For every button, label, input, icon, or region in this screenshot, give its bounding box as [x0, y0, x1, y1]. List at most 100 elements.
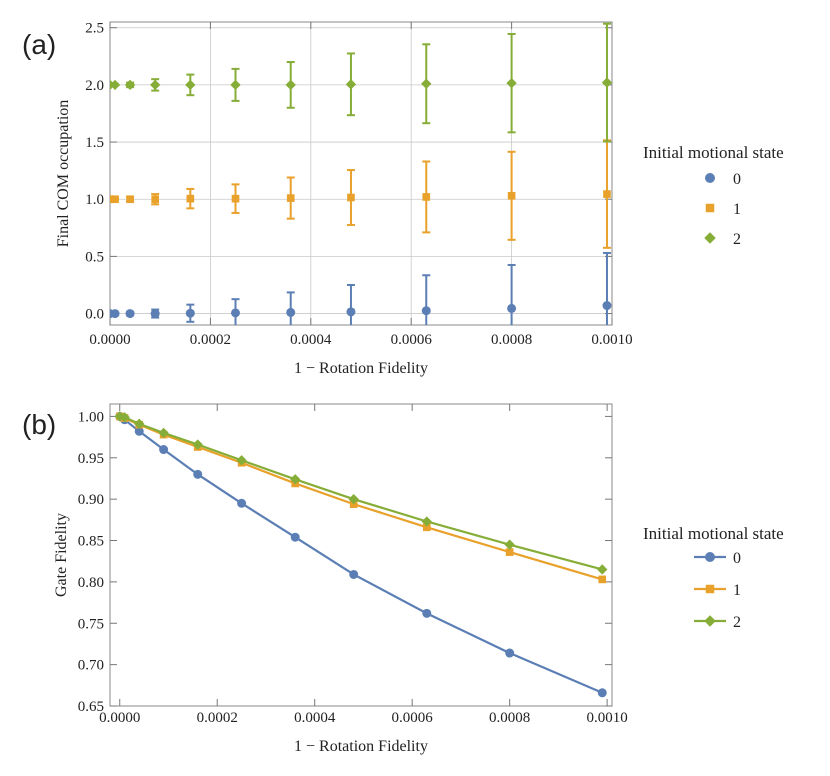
panel-a-legend-title: Initial motional state: [643, 143, 784, 162]
panel-a-legend-label-1: 1: [733, 201, 741, 218]
panel-a-series-2-point-7: [345, 79, 357, 90]
panel-b-series-0-line: [119, 415, 603, 694]
panel-b-xtick-label: 0.0006: [392, 710, 434, 726]
panel-a-series-0-point-1: [110, 309, 120, 319]
panel-a-xtick-label: 0.0006: [391, 332, 433, 348]
panel-a-series-1-point-3: [151, 195, 160, 204]
panel-b-series-1-point-10: [598, 575, 607, 584]
panel-a-ytick-label: 2.5: [85, 21, 104, 37]
panel-a-series-0-point-10: [602, 301, 612, 311]
panel-b-label: (b): [22, 409, 56, 440]
panel-a-series-0-point-9: [507, 303, 517, 313]
panel-a-ytick-label: 1.5: [85, 135, 104, 151]
panel-b-series-1-line: [119, 415, 603, 581]
panel-a-ytick-label: 0.0: [85, 307, 104, 323]
panel-a-series-2-point-10: [601, 77, 612, 88]
panel-b-series-2: [114, 411, 608, 575]
panel-b-legend-label-2: 2: [733, 614, 741, 631]
panel-a-series-0-point-4: [185, 308, 195, 318]
panel-b-xtick-label: 0.0000: [99, 710, 140, 726]
panel-a-series-1-point-5: [231, 194, 240, 203]
panel-b-series-0-point-2: [134, 426, 144, 436]
panel-b-ytick-label: 0.95: [78, 451, 104, 467]
panel-a-series-1-point-2: [126, 195, 134, 204]
panel-a-legend: Initial motional state 0 1 2: [643, 143, 784, 248]
panel-a-series-0-point-2: [125, 309, 135, 319]
panel-a-xtick-label: 0.0002: [190, 332, 231, 348]
panel-b-legend-label-0: 0: [733, 550, 741, 567]
panel-b-series-0: [115, 411, 607, 698]
panel-b-series-2-point-9: [504, 539, 515, 550]
panel-b-series-2-point-8: [421, 516, 432, 527]
panel-a-legend-marker-2: [704, 232, 716, 244]
panel-b-series-2-line: [119, 415, 603, 571]
panel-a-label: (a): [22, 29, 56, 60]
panel-a-legend-label-2: 2: [733, 231, 741, 248]
panel-b-series-0-point-3: [159, 445, 169, 455]
panel-b-chart: 0.0000 0.0002 0.0004 0.0006 0.0008 0.0010 0.65…: [53, 403, 784, 755]
panel-b-y-axis-title: Gate Fidelity: [53, 513, 70, 597]
panel-a-series-0: [110, 251, 612, 325]
panel-a-series-1-point-10: [603, 190, 611, 198]
panel-a-chart: 0.0000 0.0002 0.0004 0.0006 0.0008 0.0010 0.0 0…: [55, 21, 784, 377]
panel-b-legend-marker-2: [704, 615, 716, 627]
panel-a-series-0-point-7: [346, 307, 356, 317]
panel-b-series-0-point-7: [349, 569, 359, 579]
panel-a-series-2-point-3: [150, 79, 161, 91]
panel-a-series-2-point-8: [421, 78, 432, 89]
panel-a-series-1-point-7: [347, 193, 355, 202]
panel-b-series-2-point-6: [290, 474, 301, 485]
panel-a-series-1-point-4: [186, 194, 195, 203]
panel-b-ytick-label: 0.80: [78, 575, 104, 591]
panel-a-legend-marker-0: [705, 173, 715, 183]
panel-b-legend-marker-1: [705, 584, 715, 594]
panel-a-series-1-point-1: [111, 195, 119, 204]
panel-b-series-0-point-8: [422, 608, 432, 618]
panel-b-legend: Initial motional state 0 1 2: [643, 524, 784, 631]
panel-a-series-0-point-5: [231, 308, 240, 318]
panel-a-legend-label-0: 0: [733, 171, 741, 188]
panel-b-series-1-point-9: [505, 548, 514, 556]
panel-b-series-2-point-2: [134, 418, 145, 430]
panel-a-plot-area: [110, 22, 612, 325]
panel-b-legend-marker-0: [705, 552, 715, 562]
panel-a-series-2: [110, 22, 612, 143]
panel-a-xtick-label: 0.0000: [89, 332, 130, 348]
panel-b-series-1: [115, 412, 607, 584]
panel-b-series-2-point-0: [114, 411, 125, 422]
panel-a-series-2-point-2: [124, 79, 136, 91]
panel-b-xtick-label: 0.0008: [489, 710, 530, 726]
panel-b-series-2-point-10: [597, 564, 608, 575]
panel-b-series-2-point-4: [192, 439, 203, 450]
panel-a-series-1-point-8: [422, 193, 431, 201]
panel-b-series-2-point-5: [236, 455, 247, 466]
panel-a-xtick-label: 0.0010: [591, 332, 632, 348]
panel-a-series-0-point-6: [286, 307, 296, 317]
panel-a-ytick-label: 0.5: [85, 249, 104, 265]
panel-a-series-2-point-4: [185, 79, 196, 91]
panel-b-xtick-label: 0.0004: [294, 710, 336, 726]
panel-b-series-2-point-7: [348, 493, 359, 505]
panel-a-series-0-point-8: [421, 306, 431, 316]
panel-b-xtick-label: 0.0010: [587, 710, 628, 726]
panel-b-frame: [109, 403, 613, 707]
panel-b-series-1-point-8: [422, 523, 431, 532]
panel-b-legend-label-1: 1: [733, 582, 741, 599]
panel-b-series-0-point-5: [237, 498, 247, 508]
panel-a-series-1-point-9: [507, 191, 516, 200]
panel-a-xtick-label: 0.0008: [491, 332, 532, 348]
panel-a-series-1: [110, 139, 611, 249]
panel-a-series-2-point-1: [110, 79, 121, 91]
panel-b-ytick-label: 0.70: [78, 658, 104, 674]
panel-b-ytick-label: 0.90: [78, 492, 104, 508]
panel-b-series-0-point-4: [193, 469, 203, 479]
panel-a-y-axis-title: Final COM occupation: [55, 100, 72, 248]
panel-a-ytick-label: 1.0: [85, 192, 104, 208]
panel-b-series-0-point-10: [597, 688, 607, 698]
panel-b-ytick-label: 0.75: [78, 616, 104, 632]
panel-a-series-2-point-6: [285, 79, 296, 91]
panel-b-ytick-label: 0.65: [78, 699, 104, 715]
panel-b-xtick-label: 0.0002: [197, 710, 238, 726]
panel-a-frame: [109, 21, 613, 326]
